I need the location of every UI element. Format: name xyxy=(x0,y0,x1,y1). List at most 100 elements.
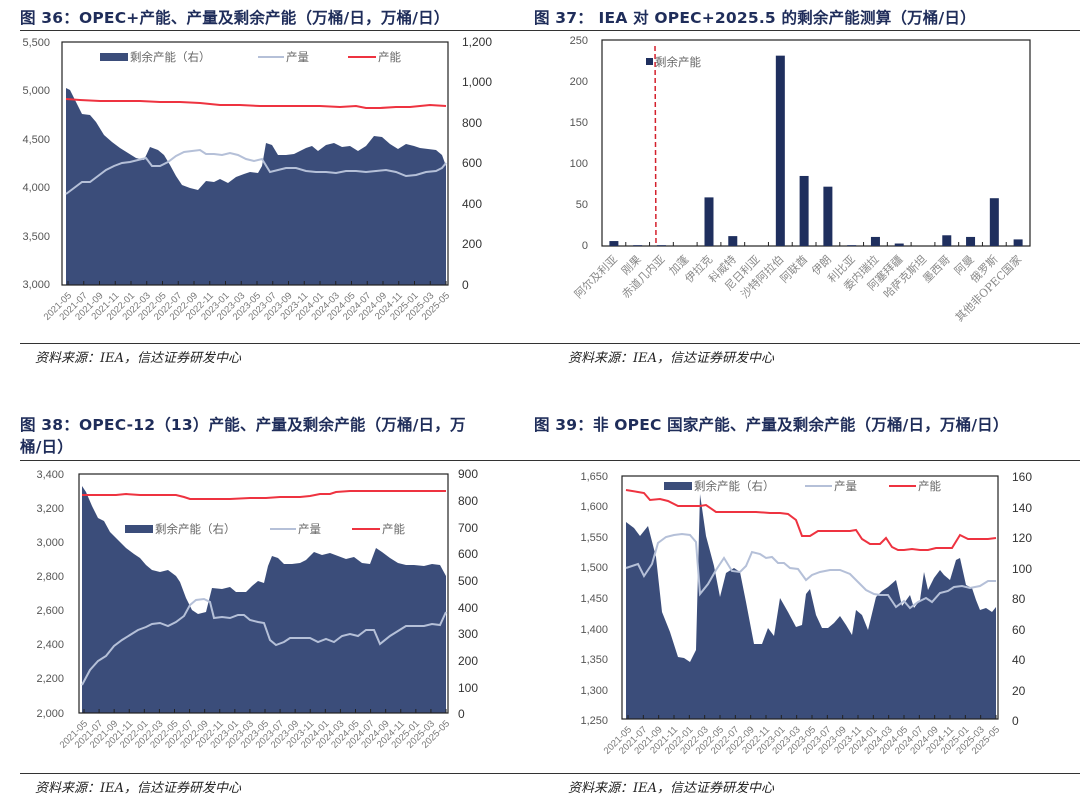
production-line xyxy=(625,532,996,610)
legend-swatch-spare xyxy=(100,53,128,61)
svg-text:剩余产能（右）: 剩余产能（右） xyxy=(130,50,211,64)
svg-text:400: 400 xyxy=(462,197,482,211)
svg-text:100: 100 xyxy=(570,158,588,170)
svg-text:剩余产能（右）: 剩余产能（右） xyxy=(155,522,236,536)
svg-text:600: 600 xyxy=(458,547,478,561)
svg-text:120: 120 xyxy=(1012,531,1032,545)
svg-text:1,000: 1,000 xyxy=(462,75,492,89)
svg-text:产能: 产能 xyxy=(378,50,401,64)
bars xyxy=(609,55,1031,246)
svg-text:400: 400 xyxy=(458,601,478,615)
svg-text:0: 0 xyxy=(1012,714,1019,728)
bar xyxy=(942,235,952,246)
svg-text:200: 200 xyxy=(570,76,588,88)
svg-text:1,200: 1,200 xyxy=(462,35,492,49)
bar xyxy=(823,186,833,246)
legend: 剩余产能（右） 产量 产能 xyxy=(664,479,941,493)
svg-text:1,250: 1,250 xyxy=(580,715,608,727)
production-line xyxy=(81,597,447,686)
svg-text:4,500: 4,500 xyxy=(22,134,50,146)
svg-text:2,000: 2,000 xyxy=(36,708,64,720)
svg-text:1,400: 1,400 xyxy=(580,624,608,636)
source-note: 资料来源：IEA，信达证券研发中心 xyxy=(35,781,242,796)
right-axis-ticks: 160 140 120 100 80 60 40 20 0 xyxy=(1012,470,1032,728)
figure-39: 图 39：非 OPEC 国家产能、产量及剩余产能（万桶/日，万桶/日） 1,65… xyxy=(534,405,1080,805)
svg-text:2,600: 2,600 xyxy=(36,605,64,617)
svg-text:800: 800 xyxy=(462,116,482,130)
source-divider xyxy=(20,773,540,774)
category-label: 阿尔及利亚 xyxy=(572,253,620,301)
source-note: 资料来源：IEA，信达证券研发中心 xyxy=(35,351,242,366)
spare-capacity-area xyxy=(82,486,446,713)
bar xyxy=(728,236,738,246)
svg-text:1,300: 1,300 xyxy=(580,685,608,697)
svg-text:150: 150 xyxy=(570,117,588,129)
bar xyxy=(609,241,619,246)
bar xyxy=(847,245,857,246)
spare-capacity-area xyxy=(626,494,996,719)
capacity-line xyxy=(82,490,446,500)
svg-text:0: 0 xyxy=(582,240,588,252)
source-divider xyxy=(20,343,540,344)
left-axis-ticks: 3,400 3,200 3,000 2,800 2,600 2,400 2,20… xyxy=(36,469,64,720)
svg-text:产量: 产量 xyxy=(298,522,321,536)
category-label: 墨西哥 xyxy=(920,253,953,286)
svg-text:剩余产能: 剩余产能 xyxy=(655,55,701,69)
svg-text:100: 100 xyxy=(458,681,478,695)
bar xyxy=(704,197,714,246)
svg-text:1,450: 1,450 xyxy=(580,593,608,605)
bar xyxy=(870,236,880,246)
svg-text:2,400: 2,400 xyxy=(36,639,64,651)
svg-text:300: 300 xyxy=(458,627,478,641)
svg-text:140: 140 xyxy=(1012,501,1032,515)
title-divider xyxy=(20,460,540,461)
svg-text:900: 900 xyxy=(458,467,478,481)
fig36-chart: 5,500 5,000 4,500 4,000 3,500 3,000 1,20… xyxy=(22,35,492,323)
svg-text:500: 500 xyxy=(458,574,478,588)
bar xyxy=(1013,239,1023,246)
figure-38-title-line2: 桶/日） xyxy=(20,438,73,456)
svg-text:剩余产能（右）: 剩余产能（右） xyxy=(694,479,775,493)
source-divider xyxy=(540,343,1080,344)
bar xyxy=(966,236,976,246)
svg-text:产量: 产量 xyxy=(286,50,309,64)
svg-text:1,650: 1,650 xyxy=(580,471,608,483)
legend: 剩余产能（右） 产量 产能 xyxy=(100,50,401,64)
svg-text:160: 160 xyxy=(1012,470,1032,484)
figure-36: 图 36：OPEC+产能、产量及剩余产能（万桶/日，万桶/日） 5,500 5,… xyxy=(0,0,540,400)
legend: 剩余产能 xyxy=(646,55,701,69)
svg-text:600: 600 xyxy=(462,156,482,170)
svg-text:产能: 产能 xyxy=(382,522,405,536)
bar xyxy=(775,55,785,246)
svg-text:0: 0 xyxy=(458,707,465,721)
plot-frame xyxy=(601,39,1031,247)
x-axis-labels: 2021-052021-072021-092021-112022-012022-… xyxy=(58,709,452,751)
svg-text:60: 60 xyxy=(1012,623,1026,637)
svg-text:80: 80 xyxy=(1012,592,1026,606)
x-axis-labels: 2021-052021-072021-092021-112022-012022-… xyxy=(42,281,452,323)
figure-37: 图 37： IEA 对 OPEC+2025.5 的剩余产能测算（万桶/日） 25… xyxy=(534,0,1080,400)
x-axis-labels: 2021-052021-072021-092021-112022-012022-… xyxy=(602,715,1002,757)
right-axis-ticks: 1,200 1,000 800 600 400 200 0 xyxy=(462,35,492,292)
svg-text:2,200: 2,200 xyxy=(36,673,64,685)
figure-36-title: 图 36：OPEC+产能、产量及剩余产能（万桶/日，万桶/日） xyxy=(20,9,450,27)
title-divider xyxy=(540,30,1080,31)
capacity-line xyxy=(625,489,997,551)
svg-text:产能: 产能 xyxy=(918,479,941,493)
svg-text:800: 800 xyxy=(458,494,478,508)
source-divider xyxy=(540,773,1080,774)
figure-38: 图 38：OPEC-12（13）产能、产量及剩余产能（万桶/日，万 桶/日） 3… xyxy=(0,405,540,805)
svg-text:250: 250 xyxy=(570,35,588,47)
svg-text:200: 200 xyxy=(458,654,478,668)
opec-divider-line xyxy=(654,45,657,247)
svg-text:3,400: 3,400 xyxy=(36,469,64,481)
plot-frame xyxy=(621,475,999,720)
legend-swatch-spare xyxy=(125,525,153,533)
source-note: 资料来源：IEA，信达证券研发中心 xyxy=(568,781,775,796)
fig38-chart: 3,400 3,200 3,000 2,800 2,600 2,400 2,20… xyxy=(36,467,478,751)
title-divider xyxy=(540,460,1080,461)
bar xyxy=(656,245,666,246)
legend-swatch-spare xyxy=(664,482,692,490)
